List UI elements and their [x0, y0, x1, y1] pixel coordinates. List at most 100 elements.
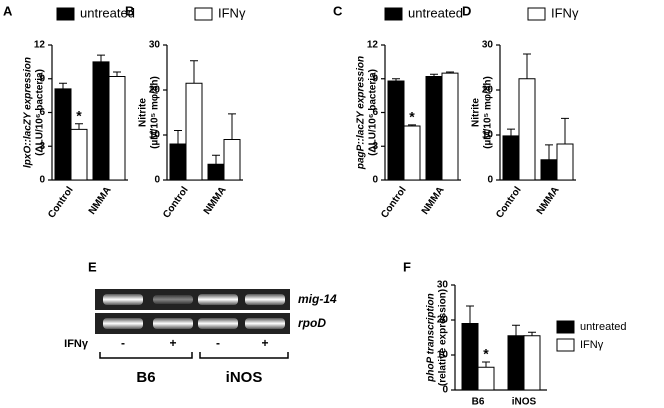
bar [518, 78, 536, 181]
group-label: iNOS [226, 369, 263, 386]
y-tick-label: 30 [149, 40, 161, 51]
error-bar [512, 324, 520, 336]
error-bar [545, 144, 553, 160]
y-axis-label: lpxO::lacZY expression [23, 57, 34, 168]
x-tick-label: Control [494, 185, 524, 221]
y-tick-label: 12 [367, 40, 379, 51]
lane-label: - [121, 336, 125, 350]
lane-label: - [216, 336, 220, 350]
y-axis-label: phoP transcription [426, 293, 437, 383]
legend-swatch [556, 320, 575, 334]
y-tick-label: 9 [372, 73, 378, 84]
bar [523, 335, 541, 391]
bar [403, 125, 421, 181]
y-axis-label: (µM/10⁵ mφ/8h) [150, 76, 161, 149]
bar [461, 323, 479, 391]
error-bar [528, 331, 536, 336]
error-bar [75, 123, 83, 130]
error-bar [97, 54, 105, 62]
y-tick-label: 30 [437, 280, 449, 291]
bar [185, 82, 203, 181]
x-tick-label: Control [379, 185, 409, 221]
panel-letter: F [403, 259, 411, 274]
bar-panel: B 0 10 20 30 Nitrite (µM/10⁵ mφ/8h) Control NMMA… [125, 3, 246, 220]
error-bar [174, 130, 182, 144]
bar [223, 139, 241, 181]
y-axis-label: (relative expression) [438, 289, 449, 386]
annotation: * [483, 346, 489, 362]
y-tick-label: 20 [482, 85, 494, 96]
y-axis-label: Nitrite [138, 98, 149, 127]
error-bar [212, 154, 220, 165]
x-tick-label: NMMA [535, 185, 562, 217]
bar [70, 128, 88, 181]
annotation: * [76, 107, 82, 123]
bar [556, 143, 574, 181]
y-tick-label: 0 [442, 385, 448, 396]
legend-label: untreated [408, 5, 463, 20]
y-tick-label: 9 [39, 73, 45, 84]
bar [387, 80, 405, 181]
error-bar [482, 361, 490, 368]
bar-panel: D 0 10 20 30 Nitrite (µM/10⁵ mφ/8h) Control NMMA… [462, 3, 579, 220]
gel-panel: E mig-14 rpoD IFNγ - + - + B6 iNOS [64, 259, 337, 386]
x-tick-label: Control [161, 185, 191, 221]
lane-label: + [169, 336, 176, 350]
x-tick-label: NMMA [87, 185, 114, 217]
error-bar [113, 71, 121, 77]
bar [169, 143, 187, 181]
error-bar [59, 82, 67, 89]
bar [54, 88, 72, 181]
x-tick-label: NMMA [420, 185, 447, 217]
x-tick-label: Control [46, 185, 76, 221]
legend-label: IFNγ [551, 5, 579, 20]
legend-label: untreated [80, 5, 135, 20]
error-bar [408, 124, 416, 126]
y-tick-label: 10 [482, 130, 494, 141]
y-axis-label: (ΔLU/10⁶ bacteria) [368, 69, 379, 156]
y-tick-label: 0 [372, 175, 378, 186]
y-tick-label: 0 [154, 175, 160, 186]
x-tick-label: B6 [472, 397, 485, 408]
legend-swatch [194, 7, 213, 21]
legend-label: IFNγ [580, 339, 604, 351]
y-tick-label: 3 [372, 141, 378, 152]
group-bracket [99, 352, 193, 359]
gel-band [153, 318, 193, 329]
error-bar [228, 113, 236, 140]
y-tick-label: 20 [437, 315, 449, 326]
y-tick-label: 12 [34, 40, 46, 51]
error-bar [430, 73, 438, 77]
y-tick-label: 3 [39, 141, 45, 152]
legend-swatch [527, 7, 546, 21]
group-bracket [199, 352, 289, 359]
error-bar [190, 60, 198, 84]
error-bar [446, 71, 454, 74]
y-tick-label: 0 [487, 175, 493, 186]
x-tick-label: NMMA [202, 185, 229, 217]
treatment-label: IFNγ [64, 338, 89, 350]
bar [540, 159, 558, 181]
panel-letter: D [462, 3, 471, 18]
gel-band [245, 294, 285, 305]
bar [108, 76, 126, 181]
bar [477, 366, 495, 391]
bar [502, 135, 520, 181]
bar [507, 335, 525, 391]
legend-label: IFNγ [218, 5, 246, 20]
panel-letter: E [88, 259, 97, 274]
y-tick-label: 10 [149, 130, 161, 141]
legend-swatch [556, 338, 575, 352]
y-axis-label: (µM/10⁵ mφ/8h) [483, 76, 494, 149]
y-axis-label: Nitrite [471, 98, 482, 127]
gel-band [198, 318, 238, 329]
error-bar [561, 117, 569, 144]
error-bar [392, 78, 400, 81]
error-bar [466, 305, 474, 324]
error-bar [507, 128, 515, 136]
y-tick-label: 10 [437, 350, 449, 361]
y-tick-label: 6 [372, 107, 378, 118]
y-tick-label: 6 [39, 107, 45, 118]
